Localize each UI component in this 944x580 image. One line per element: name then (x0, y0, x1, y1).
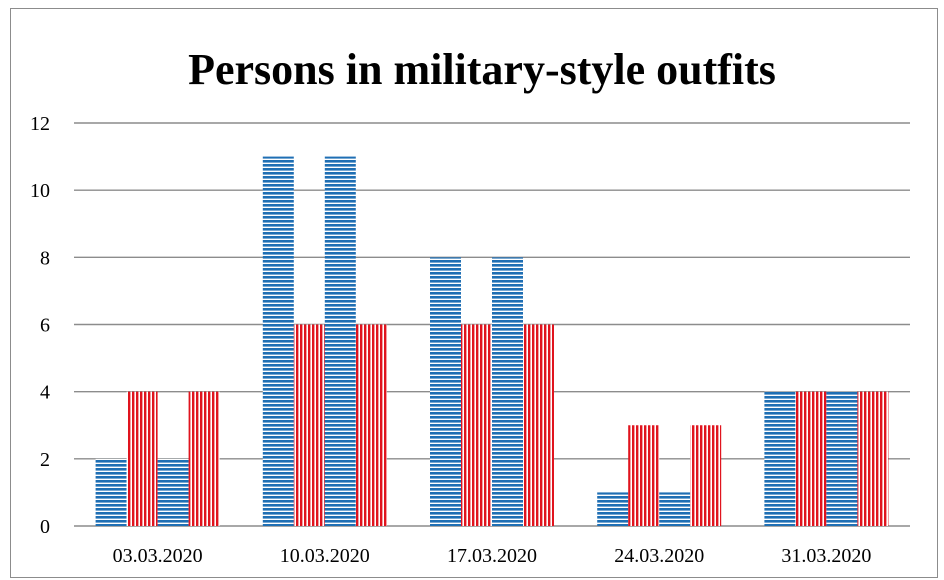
y-tick-label: 0 (40, 516, 50, 538)
bar-31.03.2020-series-3 (826, 391, 858, 526)
bar-03.03.2020-series-3 (157, 458, 189, 526)
bar-10.03.2020-series-2 (293, 324, 325, 526)
bar-03.03.2020-series-2 (126, 391, 158, 526)
bar-10.03.2020-series-4 (355, 324, 387, 526)
chart-title: Persons in military-style outfits (188, 45, 776, 94)
y-tick-label: 12 (30, 113, 50, 135)
bar-17.03.2020-series-3 (492, 257, 523, 526)
bar-17.03.2020-series-2 (461, 324, 492, 526)
bar-03.03.2020-series-4 (188, 391, 220, 526)
bars (95, 156, 889, 527)
x-tick-label: 10.03.2020 (280, 545, 370, 567)
y-tick-label: 2 (40, 449, 50, 471)
bar-31.03.2020-series-4 (857, 391, 889, 526)
x-axis-ticks: 03.03.2020 10.03.2020 17.03.2020 24.03.2020… (113, 545, 872, 567)
y-tick-label: 10 (30, 180, 50, 202)
bar-31.03.2020-series-2 (795, 391, 827, 526)
x-tick-label: 03.03.2020 (113, 545, 203, 567)
x-tick-label: 24.03.2020 (614, 545, 704, 567)
y-axis-ticks: 0 2 4 6 8 10 12 (30, 113, 50, 538)
y-tick-label: 6 (40, 315, 50, 337)
bar-24.03.2020-series-2 (628, 425, 660, 526)
x-tick-label: 17.03.2020 (447, 545, 537, 567)
bar-17.03.2020-series-4 (523, 324, 554, 526)
bar-31.03.2020-series-1 (764, 391, 796, 526)
bar-24.03.2020-series-3 (659, 492, 691, 526)
bar-03.03.2020-series-1 (95, 458, 127, 526)
bar-17.03.2020-series-1 (430, 257, 461, 526)
bar-10.03.2020-series-1 (262, 156, 294, 527)
y-tick-label: 4 (40, 382, 50, 404)
bar-24.03.2020-series-4 (690, 425, 722, 526)
bar-24.03.2020-series-1 (597, 492, 629, 526)
x-tick-label: 31.03.2020 (781, 545, 871, 567)
y-tick-label: 8 (40, 247, 50, 269)
bar-10.03.2020-series-3 (324, 156, 356, 527)
